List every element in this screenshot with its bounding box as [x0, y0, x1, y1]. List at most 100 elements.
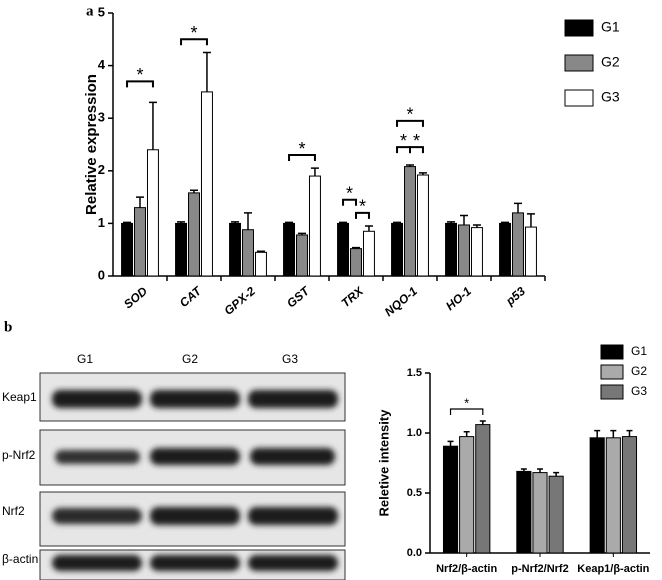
bar: [475, 424, 491, 554]
blot-band: [52, 555, 142, 571]
blot-band: [150, 507, 240, 525]
blot-column-label: G1: [77, 352, 93, 366]
legend-label: G1: [601, 19, 620, 35]
error-bar: [148, 101, 157, 150]
legend-label: G2: [601, 54, 620, 70]
error-bar: [501, 221, 510, 224]
y-tick-label: 2: [98, 162, 105, 177]
blot-band: [248, 555, 338, 571]
blot-band: [55, 450, 140, 464]
legend-label: G1: [631, 344, 647, 358]
significance-bracket: [180, 38, 208, 46]
legend-label: G2: [631, 364, 647, 378]
x-tick-label: Nrf2/β-actin: [436, 563, 497, 575]
bar: [391, 222, 404, 277]
error-bar: [190, 189, 198, 193]
bar: [404, 166, 416, 277]
bar: [308, 175, 321, 277]
bar: [589, 437, 605, 554]
blot-row-label: Nrf2: [2, 504, 25, 518]
y-tick-label: 0.0: [407, 547, 422, 559]
error-bar: [177, 221, 186, 224]
legend-swatch: [564, 19, 594, 37]
y-tick-label: 4: [98, 57, 106, 72]
bar: [175, 222, 188, 277]
error-bar: [310, 167, 319, 177]
western-blot: G1 G2 G3 Keap1 p-Nrf2 Nrf2 β-actin: [2, 352, 346, 580]
significance-bracket: [342, 198, 357, 206]
blot-row-label: p-Nrf2: [2, 448, 36, 462]
legend-swatch: [600, 364, 624, 380]
bar: [442, 445, 459, 554]
error-bar: [352, 246, 360, 249]
significance-label: *: [400, 131, 407, 151]
bar: [242, 229, 254, 277]
bar: [146, 149, 159, 277]
error-bar: [364, 225, 373, 232]
error-bar: [514, 202, 522, 213]
significance-label: *: [406, 105, 413, 125]
legend-swatch: [564, 89, 594, 107]
bar: [548, 475, 564, 554]
y-tick-label: 0: [98, 267, 105, 282]
bar: [458, 224, 470, 277]
bar: [524, 226, 537, 277]
legend-swatch: [600, 344, 624, 360]
blot-band: [150, 390, 240, 408]
bar: [459, 436, 475, 554]
significance-label: *: [359, 197, 366, 217]
bar: [512, 212, 524, 277]
error-bar: [479, 420, 486, 425]
error-bar: [136, 196, 144, 208]
blot-band: [150, 448, 240, 465]
error-bar: [418, 172, 427, 176]
bar: [416, 174, 429, 277]
error-bar: [406, 164, 414, 167]
x-tick-label: SOD: [121, 284, 150, 312]
error-bar: [285, 221, 294, 224]
blot-row-label: β-actin: [2, 552, 38, 566]
legend-label: G3: [631, 384, 647, 398]
panel-label: b: [4, 319, 12, 335]
x-tick-label: TRX: [339, 283, 367, 310]
bar: [134, 207, 146, 277]
bar: [296, 234, 308, 277]
y-tick-label: 0.5: [407, 487, 422, 499]
y-tick-label: 1.0: [407, 427, 422, 439]
x-tick-label: NQO-1: [382, 284, 420, 319]
error-bar: [463, 431, 470, 437]
bar: [470, 227, 483, 277]
x-tick-label: Keap1/β-actin: [577, 563, 649, 575]
legend-swatch: [600, 384, 624, 400]
y-axis-label: Reletive intensity: [376, 409, 391, 517]
error-bar: [339, 221, 348, 224]
bar: [445, 222, 458, 277]
error-bar: [610, 429, 617, 438]
bar: [362, 230, 375, 277]
y-tick-label: 3: [98, 110, 105, 125]
significance-bracket: [355, 211, 370, 219]
blot-band: [248, 390, 338, 408]
y-tick-label: 1: [98, 215, 105, 230]
x-tick-label: CAT: [177, 283, 205, 310]
blot-band: [52, 508, 142, 524]
bar: [121, 222, 134, 277]
error-bar: [298, 232, 306, 235]
legend-swatch: [564, 54, 594, 72]
error-bar: [244, 212, 252, 230]
error-bar: [393, 221, 402, 224]
bar: [350, 248, 362, 277]
significance-label: *: [346, 183, 353, 203]
x-tick-label: GPX-2: [221, 284, 258, 318]
bar: [532, 472, 548, 554]
significance-bracket: [288, 154, 316, 162]
error-bar: [526, 213, 535, 228]
significance-bracket: [449, 408, 484, 415]
significance-label: *: [298, 139, 305, 159]
error-bar: [123, 221, 132, 224]
x-tick-label: HO-1: [443, 284, 474, 313]
bar: [283, 222, 296, 277]
x-tick-label: GST: [284, 283, 313, 311]
bar: [499, 222, 512, 277]
